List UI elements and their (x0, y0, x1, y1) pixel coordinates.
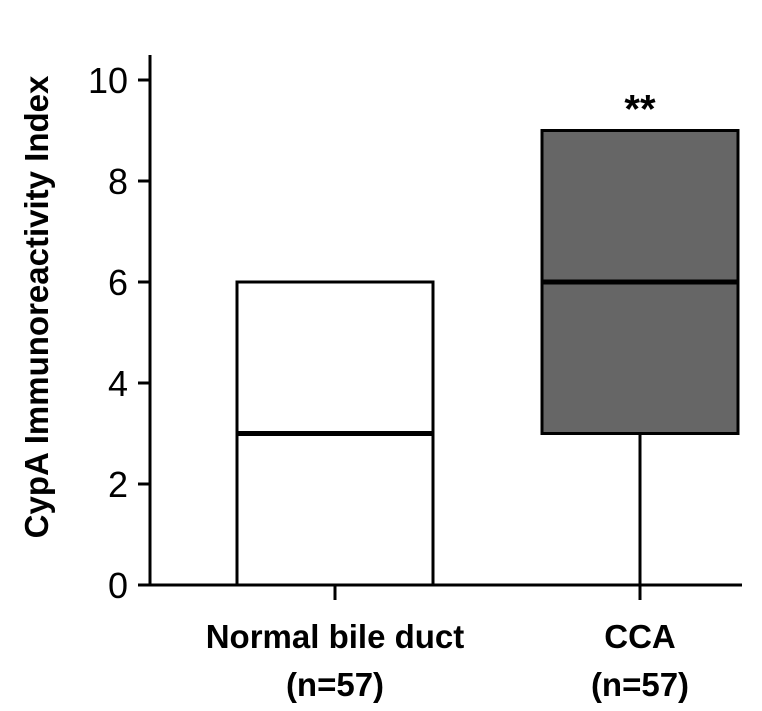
sample-size-label: (n=57) (286, 666, 384, 703)
y-tick-label: 4 (108, 363, 128, 404)
category-label: CCA (604, 618, 676, 655)
y-tick-label: 6 (108, 262, 128, 303)
y-tick-label: 2 (108, 464, 128, 505)
category-label: Normal bile duct (206, 618, 465, 655)
y-tick-label: 8 (108, 161, 128, 202)
y-tick-label: 10 (88, 60, 128, 101)
y-axis-label: CypA Immunoreactivity Index (18, 75, 55, 538)
box-group: Normal bile duct (n=57) (206, 280, 465, 703)
sample-size-label: (n=57) (591, 666, 689, 703)
y-ticks: 0 2 4 6 8 10 (88, 60, 150, 606)
box-group: CCA (n=57) ** (540, 88, 740, 703)
y-tick-label: 0 (108, 565, 128, 606)
box-groups: Normal bile duct (n=57) CCA (n=57) ** (206, 88, 740, 703)
significance-marker: ** (624, 88, 656, 132)
